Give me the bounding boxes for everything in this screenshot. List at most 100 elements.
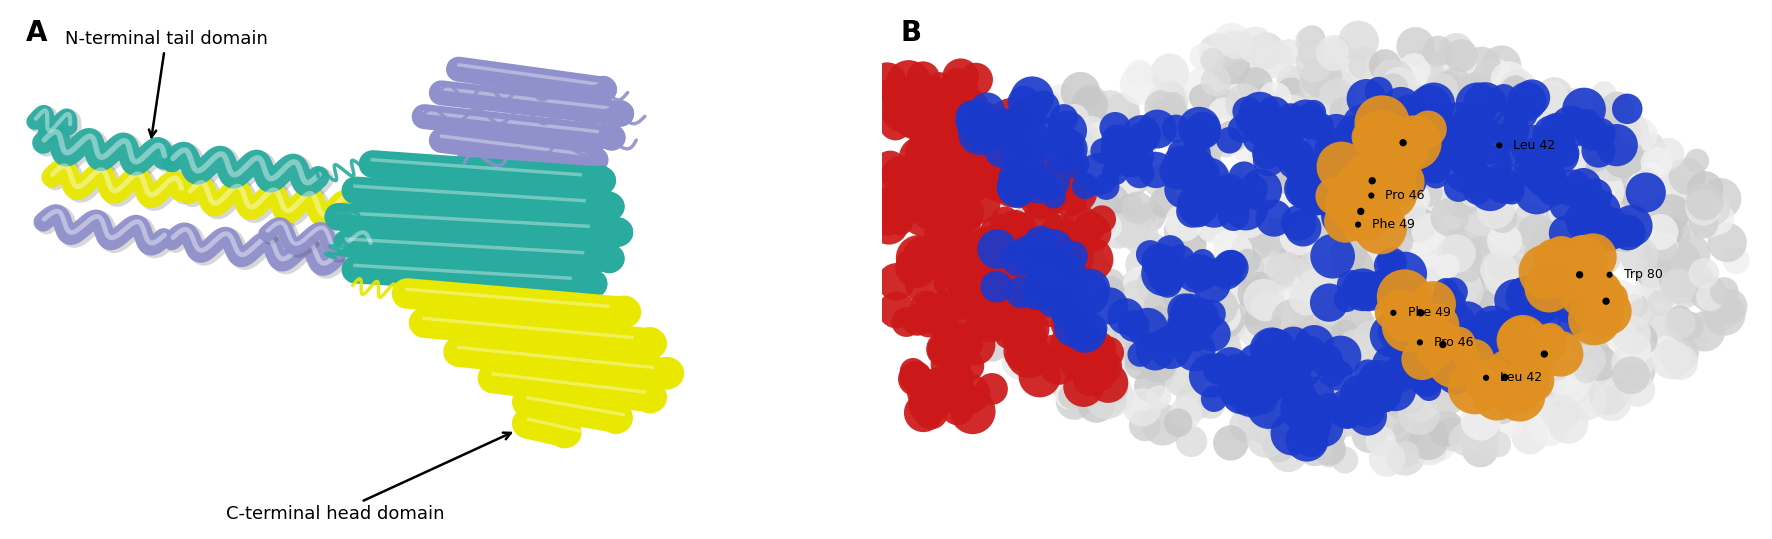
Point xyxy=(1416,102,1444,111)
Point xyxy=(1439,301,1467,309)
Point xyxy=(1003,178,1031,187)
Point xyxy=(1428,85,1457,93)
Point xyxy=(1444,319,1473,327)
Point xyxy=(1597,240,1625,249)
Point xyxy=(1180,335,1209,344)
Point xyxy=(874,202,902,210)
Point xyxy=(1191,225,1219,233)
Point xyxy=(1389,362,1418,370)
Point xyxy=(936,388,964,397)
Point xyxy=(1400,65,1428,74)
Point xyxy=(1281,370,1310,379)
Point xyxy=(1173,314,1201,322)
Point xyxy=(1423,438,1451,447)
Point xyxy=(1519,294,1547,303)
Point xyxy=(1217,261,1246,270)
Point xyxy=(1423,127,1451,135)
Point xyxy=(1200,220,1228,229)
Point xyxy=(1070,327,1099,336)
Point xyxy=(1038,242,1067,251)
Point xyxy=(1051,202,1079,211)
Point xyxy=(1519,142,1547,151)
Point xyxy=(1561,321,1589,330)
Point xyxy=(1150,270,1178,278)
Point xyxy=(1396,208,1425,217)
Point xyxy=(1136,212,1164,221)
Point xyxy=(1180,397,1209,406)
Point xyxy=(1352,391,1380,400)
Point xyxy=(1490,388,1519,397)
Point xyxy=(1480,120,1508,128)
Point xyxy=(1306,122,1334,131)
Point xyxy=(1432,286,1460,294)
Point xyxy=(1405,220,1434,229)
Point xyxy=(1462,324,1490,333)
Point xyxy=(1118,323,1146,331)
Point xyxy=(1327,162,1356,171)
Point xyxy=(1451,262,1480,271)
Point xyxy=(1219,248,1247,257)
Point xyxy=(1423,47,1451,56)
Point xyxy=(1380,128,1409,137)
Point xyxy=(1566,118,1595,127)
Point xyxy=(1076,376,1104,384)
Point xyxy=(1407,323,1435,332)
Point xyxy=(1301,175,1329,184)
Point xyxy=(1535,302,1563,310)
Point xyxy=(1274,404,1302,412)
Point xyxy=(1286,219,1315,227)
Point xyxy=(996,329,1024,338)
Point xyxy=(1554,419,1582,428)
Point xyxy=(1646,281,1675,289)
Point xyxy=(1162,123,1191,132)
Point xyxy=(875,163,904,171)
Point xyxy=(1398,215,1426,224)
Point xyxy=(909,253,937,262)
Point xyxy=(955,240,983,248)
Point xyxy=(1623,385,1652,394)
Point xyxy=(1217,38,1246,47)
Point xyxy=(1441,121,1469,130)
Point xyxy=(1021,207,1049,216)
Point xyxy=(1334,199,1363,208)
Point xyxy=(1106,304,1134,313)
Point xyxy=(925,81,953,90)
Point xyxy=(1464,128,1492,136)
Point xyxy=(1180,127,1209,136)
Point xyxy=(1294,436,1322,445)
Point xyxy=(1488,181,1517,189)
Point xyxy=(1391,401,1419,410)
Point xyxy=(1451,281,1480,289)
Point xyxy=(1552,229,1581,237)
Point xyxy=(998,152,1026,161)
Point xyxy=(1442,249,1471,258)
Point xyxy=(962,234,991,243)
Point xyxy=(1060,114,1088,123)
Point xyxy=(1387,305,1416,314)
Point xyxy=(1015,351,1044,360)
Point xyxy=(1256,261,1285,270)
Point xyxy=(1382,150,1411,158)
Point xyxy=(1405,338,1434,347)
Point xyxy=(881,120,909,129)
Point xyxy=(1598,159,1627,168)
Point xyxy=(1487,139,1515,147)
Point xyxy=(1224,371,1253,380)
Point xyxy=(1301,419,1329,427)
Point xyxy=(971,313,999,322)
Point xyxy=(1281,160,1310,168)
Point xyxy=(983,298,1012,306)
Point xyxy=(920,196,948,205)
Point xyxy=(1400,194,1428,203)
Point xyxy=(1232,260,1260,269)
Point xyxy=(1549,145,1577,154)
Point xyxy=(1357,178,1386,187)
Point xyxy=(1005,182,1033,191)
Point xyxy=(1175,236,1203,244)
Point xyxy=(1251,423,1279,431)
Point xyxy=(1492,328,1520,337)
Point xyxy=(960,215,989,224)
Point xyxy=(934,269,962,278)
Point xyxy=(1379,130,1407,139)
Point xyxy=(1357,176,1386,185)
